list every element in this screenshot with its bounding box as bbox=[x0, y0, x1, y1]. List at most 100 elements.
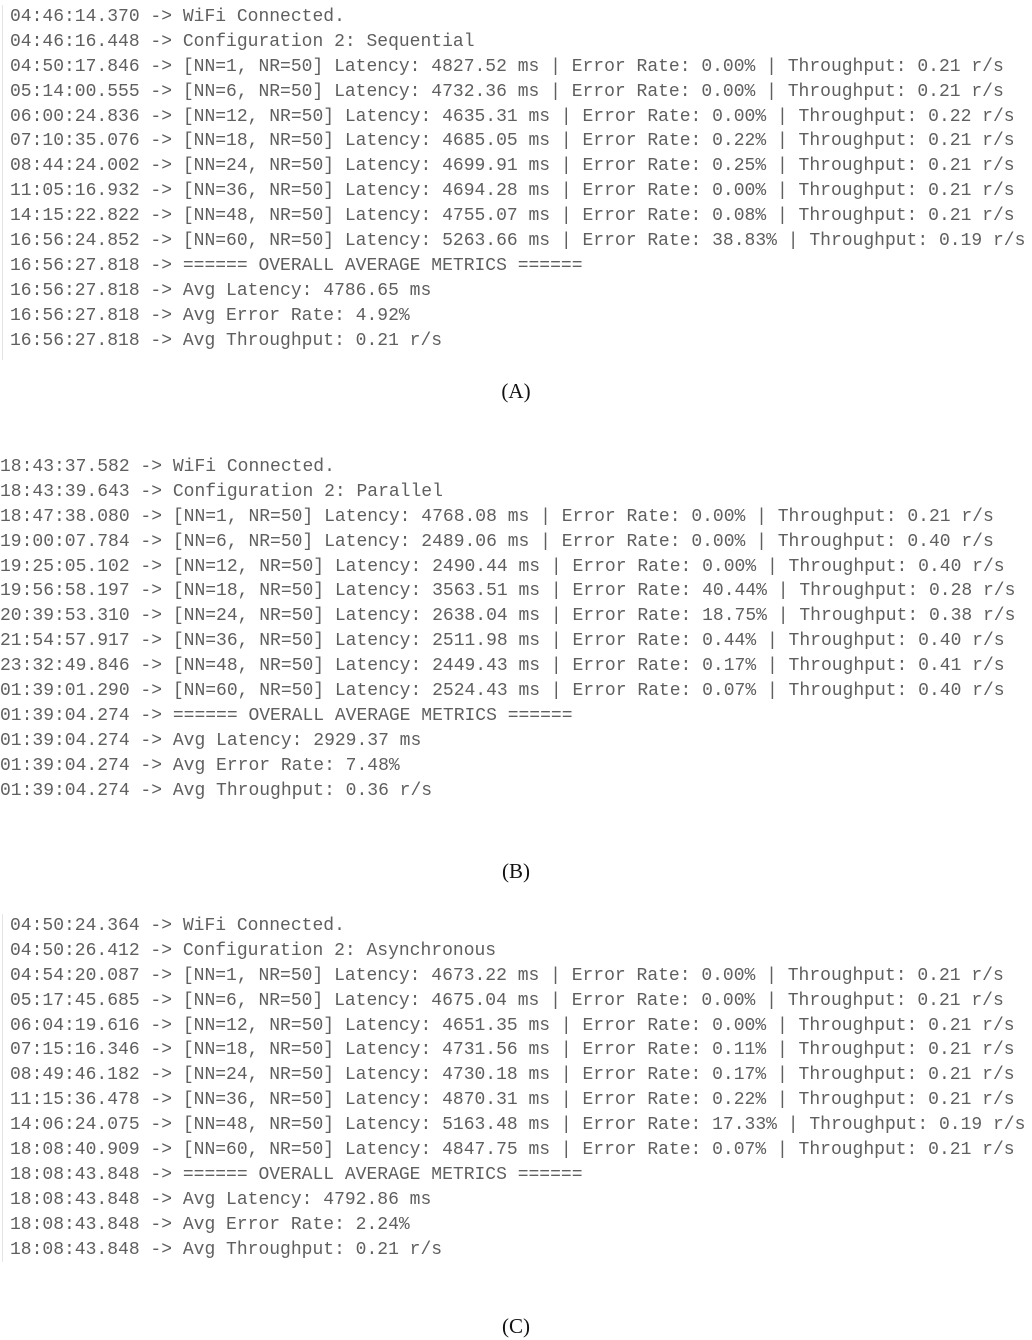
log-timestamp: 11:15:36.478 bbox=[10, 1090, 140, 1111]
log-line: 18:47:38.080 -> [NN=1, NR=50] Latency: 4… bbox=[0, 505, 1032, 530]
arrow-separator: -> bbox=[129, 457, 173, 477]
log-line: 16:56:27.818 -> Avg Error Rate: 4.92% bbox=[10, 304, 1032, 329]
log-line: 07:10:35.076 -> [NN=18, NR=50] Latency: … bbox=[10, 129, 1032, 154]
arrow-separator: -> bbox=[129, 606, 173, 627]
log-message: Avg Error Rate: 7.48% bbox=[172, 755, 400, 776]
log-line: 04:46:16.448 -> Configuration 2: Sequent… bbox=[10, 30, 1032, 55]
log-timestamp: 04:46:16.448 bbox=[10, 31, 140, 52]
log-timestamp: 14:15:22.822 bbox=[10, 206, 140, 227]
arrow-separator: -> bbox=[139, 106, 183, 127]
log-panel-b: 18:43:37.582 -> WiFi Connected. 18:43:39.… bbox=[0, 455, 1032, 805]
log-timestamp: 18:08:40.909 bbox=[10, 1140, 140, 1161]
log-message: [NN=48, NR=50] Latency: 4755.07 ms | Err… bbox=[182, 206, 1015, 227]
log-message: Avg Error Rate: 4.92% bbox=[182, 305, 410, 326]
log-message: [NN=1, NR=50] Latency: 4827.52 ms | Erro… bbox=[182, 56, 1004, 77]
log-message: [NN=1, NR=50] Latency: 4768.08 ms | Erro… bbox=[172, 506, 994, 527]
log-line: 16:56:24.852 -> [NN=60, NR=50] Latency: … bbox=[10, 229, 1032, 254]
arrow-separator: -> bbox=[139, 1065, 183, 1086]
log-line: 11:05:16.932 -> [NN=36, NR=50] Latency: … bbox=[10, 179, 1032, 204]
arrow-separator: -> bbox=[139, 1040, 183, 1061]
arrow-separator: -> bbox=[139, 1115, 183, 1136]
log-timestamp: 18:08:43.848 bbox=[10, 1239, 140, 1260]
log-message: ====== OVERALL AVERAGE METRICS ====== bbox=[182, 1164, 583, 1185]
arrow-separator: -> bbox=[139, 1015, 183, 1036]
log-timestamp: 20:39:53.310 bbox=[0, 606, 130, 627]
log-timestamp: 01:39:04.274 bbox=[0, 705, 130, 726]
log-line: 04:46:14.370 -> WiFi Connected. bbox=[10, 5, 1032, 30]
log-line: 16:56:27.818 -> Avg Throughput: 0.21 r/s bbox=[10, 329, 1032, 354]
log-line: 18:43:37.582 -> WiFi Connected. bbox=[0, 455, 1032, 480]
log-message: [NN=48, NR=50] Latency: 2449.43 ms | Err… bbox=[172, 656, 1005, 677]
log-message: Avg Error Rate: 2.24% bbox=[182, 1214, 410, 1235]
log-timestamp: 04:50:26.412 bbox=[10, 940, 140, 961]
log-message: ====== OVERALL AVERAGE METRICS ====== bbox=[182, 255, 583, 276]
log-timestamp: 16:56:27.818 bbox=[10, 280, 140, 301]
log-line: 18:08:43.848 -> Avg Latency: 4792.86 ms bbox=[10, 1188, 1032, 1213]
log-timestamp: 04:50:24.364 bbox=[10, 916, 140, 936]
arrow-separator: -> bbox=[139, 181, 183, 202]
log-message: [NN=6, NR=50] Latency: 4732.36 ms | Erro… bbox=[182, 81, 1004, 102]
log-timestamp: 08:49:46.182 bbox=[10, 1065, 140, 1086]
arrow-separator: -> bbox=[139, 206, 183, 227]
log-message: [NN=18, NR=50] Latency: 4685.05 ms | Err… bbox=[182, 131, 1015, 152]
log-line: 06:00:24.836 -> [NN=12, NR=50] Latency: … bbox=[10, 105, 1032, 130]
arrow-separator: -> bbox=[139, 56, 183, 77]
log-message: ====== OVERALL AVERAGE METRICS ====== bbox=[172, 705, 573, 726]
arrow-separator: -> bbox=[129, 481, 173, 502]
log-timestamp: 07:10:35.076 bbox=[10, 131, 140, 152]
arrow-separator: -> bbox=[139, 31, 183, 52]
log-line: 04:50:26.412 -> Configuration 2: Asynchr… bbox=[10, 939, 1032, 964]
log-timestamp: 04:50:17.846 bbox=[10, 56, 140, 77]
log-line: 01:39:04.274 -> Avg Latency: 2929.37 ms bbox=[0, 729, 1032, 754]
log-line: 05:17:45.685 -> [NN=6, NR=50] Latency: 4… bbox=[10, 989, 1032, 1014]
log-line: 14:15:22.822 -> [NN=48, NR=50] Latency: … bbox=[10, 204, 1032, 229]
arrow-separator: -> bbox=[139, 280, 183, 301]
arrow-separator: -> bbox=[129, 506, 173, 527]
arrow-separator: -> bbox=[139, 255, 183, 276]
log-message: WiFi Connected. bbox=[172, 457, 335, 477]
arrow-separator: -> bbox=[139, 940, 183, 961]
log-line: 18:43:39.643 -> Configuration 2: Paralle… bbox=[0, 480, 1032, 505]
log-message: [NN=60, NR=50] Latency: 2524.43 ms | Err… bbox=[172, 681, 1005, 702]
log-timestamp: 08:44:24.002 bbox=[10, 156, 140, 177]
log-panel-c: 04:50:24.364 -> WiFi Connected. 04:50:26.… bbox=[0, 914, 1032, 1262]
log-timestamp: 06:04:19.616 bbox=[10, 1015, 140, 1036]
arrow-separator: -> bbox=[139, 1189, 183, 1210]
log-line: 08:49:46.182 -> [NN=24, NR=50] Latency: … bbox=[10, 1063, 1032, 1088]
log-timestamp: 18:43:39.643 bbox=[0, 481, 130, 502]
log-timestamp: 16:56:27.818 bbox=[10, 330, 140, 351]
log-line: 18:08:43.848 -> Avg Error Rate: 2.24% bbox=[10, 1213, 1032, 1238]
log-timestamp: 05:17:45.685 bbox=[10, 990, 140, 1011]
arrow-separator: -> bbox=[139, 1239, 183, 1260]
log-message: [NN=18, NR=50] Latency: 4731.56 ms | Err… bbox=[182, 1040, 1015, 1061]
arrow-separator: -> bbox=[129, 681, 173, 702]
log-timestamp: 04:46:14.370 bbox=[10, 7, 140, 27]
log-line: 06:04:19.616 -> [NN=12, NR=50] Latency: … bbox=[10, 1014, 1032, 1039]
log-message: [NN=12, NR=50] Latency: 4651.35 ms | Err… bbox=[182, 1015, 1015, 1036]
log-line: 11:15:36.478 -> [NN=36, NR=50] Latency: … bbox=[10, 1088, 1032, 1113]
arrow-separator: -> bbox=[139, 1140, 183, 1161]
log-line: 01:39:01.290 -> [NN=60, NR=50] Latency: … bbox=[0, 679, 1032, 704]
log-message: Configuration 2: Asynchronous bbox=[182, 940, 497, 961]
caption-b: (B) bbox=[502, 859, 530, 883]
log-message: [NN=12, NR=50] Latency: 2490.44 ms | Err… bbox=[172, 556, 1005, 577]
log-line: 19:56:58.197 -> [NN=18, NR=50] Latency: … bbox=[0, 579, 1032, 604]
log-message: [NN=60, NR=50] Latency: 4847.75 ms | Err… bbox=[182, 1140, 1015, 1161]
log-line: 04:50:24.364 -> WiFi Connected. bbox=[10, 914, 1032, 939]
panel-border bbox=[2, 914, 3, 1262]
log-timestamp: 01:39:04.274 bbox=[0, 780, 130, 801]
arrow-separator: -> bbox=[139, 305, 183, 326]
log-line: 14:06:24.075 -> [NN=48, NR=50] Latency: … bbox=[10, 1113, 1032, 1138]
log-message: Avg Latency: 4786.65 ms bbox=[182, 280, 432, 301]
log-timestamp: 16:56:27.818 bbox=[10, 255, 140, 276]
log-timestamp: 01:39:04.274 bbox=[0, 730, 130, 751]
log-line: 05:14:00.555 -> [NN=6, NR=50] Latency: 4… bbox=[10, 80, 1032, 105]
log-timestamp: 01:39:04.274 bbox=[0, 755, 130, 776]
log-message: Avg Latency: 2929.37 ms bbox=[172, 730, 422, 751]
log-line: 19:00:07.784 -> [NN=6, NR=50] Latency: 2… bbox=[0, 530, 1032, 555]
log-timestamp: 05:14:00.555 bbox=[10, 81, 140, 102]
log-panel-a: 04:46:14.370 -> WiFi Connected. 04:46:16.… bbox=[0, 5, 1032, 360]
log-line: 04:54:20.087 -> [NN=1, NR=50] Latency: 4… bbox=[10, 964, 1032, 989]
log-message: [NN=1, NR=50] Latency: 4673.22 ms | Erro… bbox=[182, 965, 1004, 986]
log-line: 16:56:27.818 -> ====== OVERALL AVERAGE M… bbox=[10, 254, 1032, 279]
